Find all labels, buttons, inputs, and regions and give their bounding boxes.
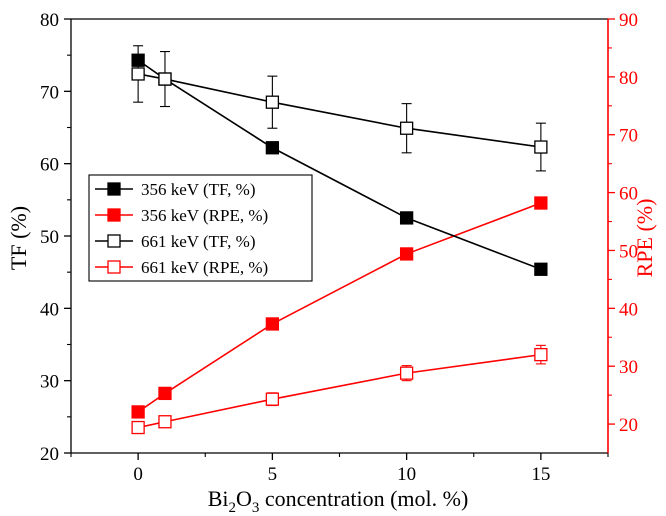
x-tick-label: 10	[397, 464, 416, 485]
legend-marker	[107, 234, 121, 248]
y-right-tick-label: 80	[619, 68, 638, 89]
legend-label: 661 keV (TF, %)	[141, 232, 255, 251]
left-y-axis: 20 30 40 50 60 70 80	[40, 10, 71, 465]
y-right-tick-label: 50	[619, 241, 638, 262]
series-0	[131, 53, 548, 276]
data-point	[131, 67, 145, 81]
y-right-tick-label: 70	[619, 126, 638, 147]
legend-marker	[107, 260, 121, 274]
x-tick-label: 15	[531, 464, 550, 485]
legend-item: 356 keV (RPE, %)	[95, 206, 268, 225]
y-left-tick-label: 40	[40, 299, 59, 320]
y-right-tick-label: 20	[619, 415, 638, 436]
series-line	[137, 353, 541, 429]
data-point	[265, 317, 280, 331]
y-left-tick-label: 80	[40, 10, 59, 31]
x-axis-title: Bi2O3 concentration (mol. %)	[208, 486, 469, 516]
data-point	[265, 95, 280, 109]
data-point	[265, 392, 280, 406]
legend-item: 661 keV (TF, %)	[95, 232, 255, 251]
series-1	[131, 196, 548, 419]
data-point	[399, 366, 414, 380]
y-right-tick-label: 40	[619, 299, 638, 320]
y-left-tick-label: 60	[40, 155, 59, 176]
data-point	[399, 121, 414, 135]
y-left-axis-title: TF (%)	[6, 206, 31, 270]
data-point	[534, 140, 548, 154]
series-3	[131, 344, 548, 435]
legend-item: 661 keV (RPE, %)	[95, 258, 268, 277]
data-point	[534, 196, 548, 210]
legend-marker	[107, 182, 121, 196]
y-left-tick-label: 30	[40, 372, 59, 393]
series-line	[137, 73, 541, 148]
data-point	[534, 347, 548, 362]
y-right-tick-label: 60	[619, 184, 638, 205]
legend-label: 356 keV (RPE, %)	[141, 206, 268, 225]
data-point	[399, 211, 414, 225]
legend-label: 661 keV (RPE, %)	[141, 258, 268, 277]
data-point	[158, 72, 172, 86]
y-right-tick-label: 30	[619, 357, 638, 378]
data-point	[158, 415, 172, 429]
data-point	[158, 386, 172, 401]
y-left-tick-label: 70	[40, 82, 59, 103]
data-point	[265, 141, 280, 155]
data-point	[534, 262, 548, 276]
series-layer	[131, 45, 548, 435]
x-tick-label: 0	[133, 464, 143, 485]
y-right-tick-label: 90	[619, 10, 638, 31]
x-tick-label: 5	[268, 464, 278, 485]
x-axis: 0 5 10 15	[70, 453, 609, 485]
y-left-tick-label: 20	[40, 444, 59, 465]
legend-box	[88, 174, 313, 282]
legend-item: 356 keV (TF, %)	[95, 180, 255, 199]
right-y-axis: 20 30 40 50 60 70 80 90	[608, 10, 638, 436]
series-2	[131, 45, 548, 172]
legend-label: 356 keV (TF, %)	[141, 180, 255, 199]
legend: 356 keV (TF, %) 356 keV (RPE, %) 661 keV (…	[88, 174, 313, 282]
data-point	[131, 420, 145, 435]
data-point	[399, 247, 414, 261]
y-left-tick-label: 50	[40, 227, 59, 248]
legend-marker	[107, 208, 121, 222]
data-point	[131, 405, 145, 419]
y-right-axis-title: RPE (%)	[632, 199, 657, 278]
